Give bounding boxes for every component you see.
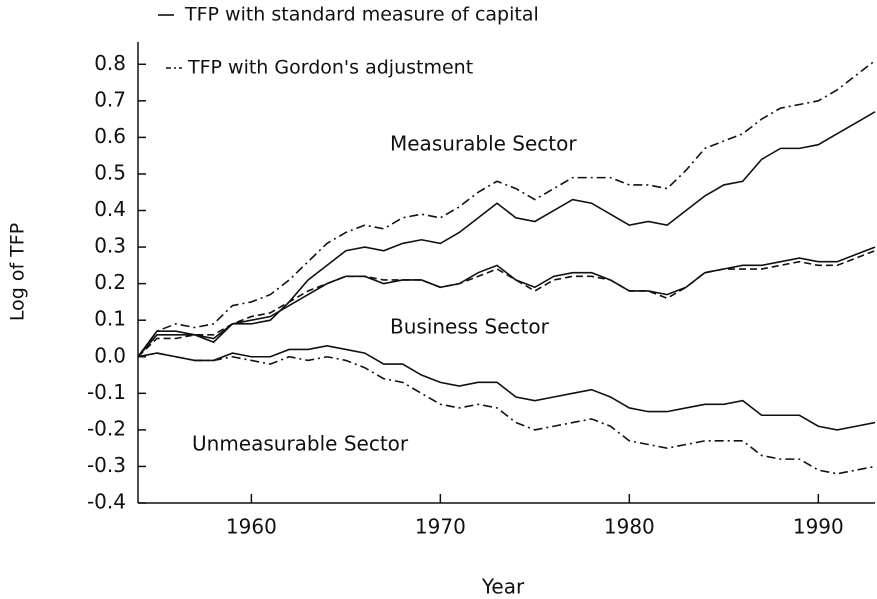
y-tick-label: -0.2 <box>87 416 126 440</box>
y-tick-label: -0.3 <box>87 453 126 477</box>
sector-label: Measurable Sector <box>390 132 577 156</box>
sector-label: Business Sector <box>390 315 550 339</box>
y-tick-label: 0.3 <box>94 234 126 258</box>
series-line <box>137 111 876 358</box>
y-axis-label: Log of TFP <box>7 223 29 321</box>
x-tick-label: 1970 <box>415 515 466 539</box>
y-tick-label: -0.1 <box>87 380 126 404</box>
x-axis-label: Year <box>481 575 525 599</box>
series-line <box>137 344 876 431</box>
y-tick-label: -0.4 <box>87 490 126 514</box>
y-tick-label: 0.4 <box>94 197 126 221</box>
y-tick-label: 0.1 <box>94 307 126 331</box>
y-tick-label: 0.7 <box>94 87 126 111</box>
sector-label: Unmeasurable Sector <box>192 432 409 456</box>
series-line <box>137 59 876 358</box>
x-tick-label: 1960 <box>226 515 277 539</box>
series-line <box>137 352 876 475</box>
y-tick-label: 0.5 <box>94 160 126 184</box>
y-tick-label: 0.6 <box>94 124 126 148</box>
y-tick-label: 0.0 <box>94 343 126 367</box>
legend-label: TFP with standard measure of capital <box>184 4 539 26</box>
legend-label: TFP with Gordon's adjustment <box>187 57 473 79</box>
y-tick-label: 0.8 <box>94 51 126 75</box>
y-tick-label: 0.2 <box>94 270 126 294</box>
x-tick-label: 1990 <box>793 515 844 539</box>
series-line <box>137 246 876 358</box>
series-line <box>137 249 876 358</box>
x-tick-label: 1980 <box>604 515 655 539</box>
